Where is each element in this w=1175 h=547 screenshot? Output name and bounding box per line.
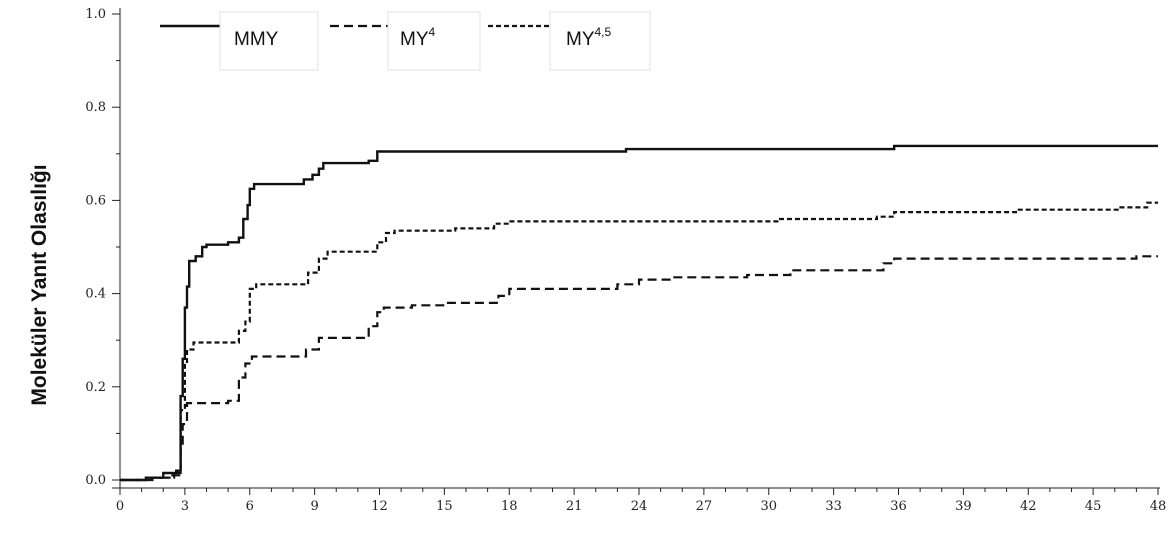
y-tick-label: 0.4 <box>85 287 106 302</box>
legend-label: MMY <box>234 29 279 50</box>
x-tick-label: 48 <box>1150 499 1167 514</box>
axes: 0.00.20.40.60.81.00 3 6 9 12 15 18 21 24 27 30 33 36… <box>85 7 1166 514</box>
legend-box <box>219 11 319 71</box>
y-axis-label: Moleküler Yanıt Olasılığı <box>28 164 51 405</box>
x-tick-label: 33 <box>825 499 842 514</box>
x-tick-label: 12 <box>371 499 388 514</box>
x-tick-label: 24 <box>631 499 648 514</box>
x-tick-label: 9 <box>310 499 318 514</box>
y-tick-label: 0.8 <box>85 100 106 115</box>
x-tick-label: 36 <box>890 499 907 514</box>
legend-label: MY4 <box>400 25 436 50</box>
legend-box <box>549 11 651 71</box>
x-tick-label: 0 <box>116 499 124 514</box>
x-tick-label: 18 <box>501 499 518 514</box>
legend: MMY MY4 MY4,5 <box>160 11 651 71</box>
legend-label: MY4,5 <box>566 25 612 50</box>
series-line-my4 <box>120 255 1158 482</box>
series-line-mmy <box>120 144 1158 482</box>
x-tick-label: 3 <box>181 499 189 514</box>
x-tick-label: 15 <box>436 499 453 514</box>
legend-box <box>387 11 481 71</box>
x-tick-label: 30 <box>760 499 777 514</box>
x-tick-label: 27 <box>696 499 713 514</box>
y-tick-label: 0.6 <box>85 193 106 208</box>
series-layer <box>120 144 1158 482</box>
x-tick-label: 21 <box>566 499 583 514</box>
x-tick-label: 42 <box>1020 499 1037 514</box>
x-tick-label: 45 <box>1085 499 1102 514</box>
series-line-my4-5 <box>120 201 1158 482</box>
y-tick-label: 1.0 <box>85 7 106 22</box>
x-tick-label: 39 <box>955 499 972 514</box>
y-tick-label: 0.2 <box>85 380 106 395</box>
y-tick-label: 0.0 <box>85 473 106 488</box>
x-tick-label: 6 <box>246 499 254 514</box>
